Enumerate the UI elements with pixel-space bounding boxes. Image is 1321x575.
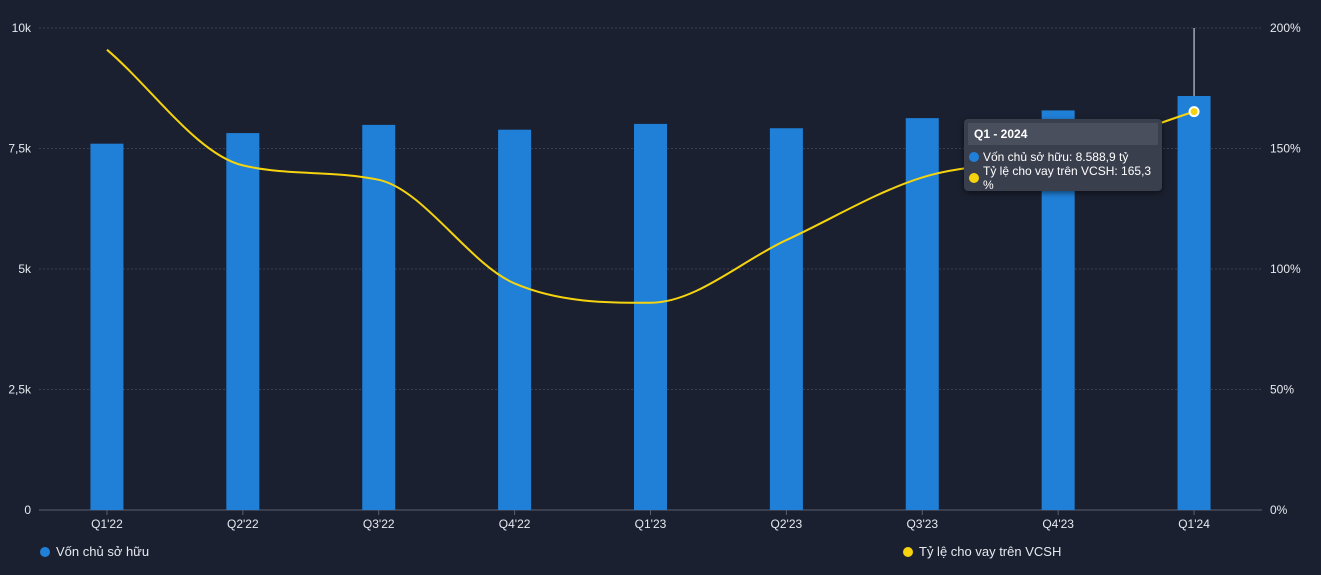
right-axis-tick-label: 0% [1270, 503, 1288, 517]
x-axis-tick-label: Q3'23 [906, 517, 938, 531]
equity-legend-dot-icon [40, 546, 50, 557]
left-axis-tick-label: 5k [18, 262, 32, 276]
tooltip-equity-value: Vốn chủ sở hữu: 8.588,9 tỷ [983, 150, 1129, 164]
equity-bar[interactable] [498, 129, 532, 510]
right-axis-ticks: 0% 50% 100% 150% 200% [1270, 21, 1301, 517]
tooltip-ratio-value: Tỷ lệ cho vay trên VCSH: 165,3 % [983, 164, 1152, 192]
x-axis-ticks: Q1'22 Q2'22 Q3'22 Q4'22 Q1'23 Q2'23 Q3'23 Q4'23… [91, 510, 1210, 531]
x-axis-tick-label: Q2'22 [227, 517, 259, 531]
equity-bar[interactable] [362, 124, 396, 510]
left-axis-ticks: 0 2,5k 5k 7,5k 10k [8, 21, 32, 517]
equity-bar[interactable] [634, 123, 667, 510]
left-axis-tick-label: 10k [12, 21, 32, 35]
equity-bar[interactable] [905, 118, 939, 510]
x-axis-tick-label: Q2'23 [771, 517, 803, 531]
x-axis-tick-label: Q1'24 [1178, 517, 1210, 531]
left-axis-tick-label: 7,5k [8, 142, 32, 156]
tooltip-title: Q1 - 2024 [968, 123, 1158, 145]
right-axis-tick-label: 200% [1270, 21, 1301, 35]
equity-bar[interactable] [1177, 96, 1211, 511]
x-axis-tick-label: Q3'22 [363, 517, 395, 531]
tooltip-row-equity: Vốn chủ sở hữu: 8.588,9 tỷ [964, 145, 1162, 166]
right-axis-tick-label: 50% [1270, 383, 1294, 397]
x-axis-tick-label: Q4'23 [1042, 517, 1074, 531]
right-axis-tick-label: 150% [1270, 142, 1301, 156]
legend-item-ratio[interactable]: Tỷ lệ cho vay trên VCSH [903, 544, 1061, 559]
equity-bars [90, 96, 1211, 511]
right-axis-tick-label: 100% [1270, 262, 1301, 276]
x-axis-tick-label: Q1'23 [635, 517, 667, 531]
tooltip-row-ratio: Tỷ lệ cho vay trên VCSH: 165,3 % [964, 164, 1162, 192]
chart-tooltip: Q1 - 2024 Vốn chủ sở hữu: 8.588,9 tỷ Tỷ … [964, 119, 1162, 192]
x-axis-tick-label: Q1'22 [91, 517, 123, 531]
legend-ratio-label: Tỷ lệ cho vay trên VCSH [919, 544, 1062, 559]
ratio-legend-dot-icon [903, 546, 913, 557]
equity-bar[interactable] [90, 143, 124, 510]
left-axis-tick-label: 2,5k [8, 383, 32, 397]
ratio-dot-icon [969, 173, 979, 183]
equity-bar[interactable] [769, 128, 803, 511]
legend-equity-label: Vốn chủ sở hữu [56, 544, 150, 559]
equity-bar[interactable] [226, 133, 260, 511]
equity-dot-icon [969, 152, 979, 162]
legend-item-equity[interactable]: Vốn chủ sở hữu [40, 544, 149, 559]
x-axis-tick-label: Q4'22 [499, 517, 531, 531]
hover-point [1188, 106, 1200, 118]
left-axis-tick-label: 0 [24, 503, 31, 517]
